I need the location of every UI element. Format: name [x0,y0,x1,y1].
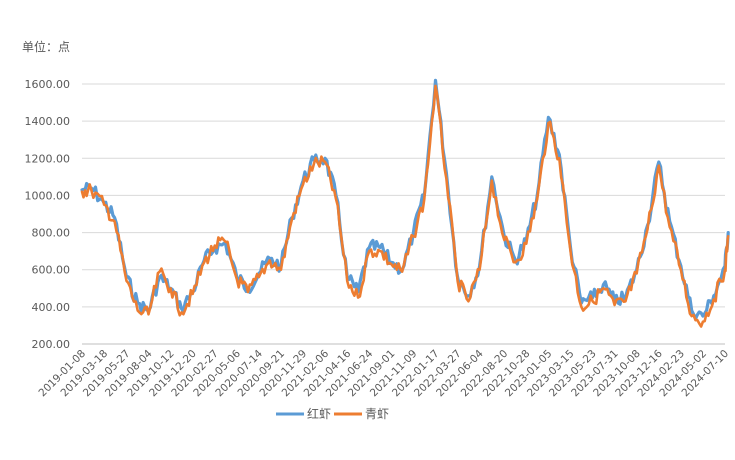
legend-label: 红虾 [307,406,331,421]
y-tick-label: 1400.00 [25,115,71,128]
y-axis-ticks: 200.00 400.00 600.00 800.00 1000.00 1200.00 14… [25,78,71,351]
y-tick-label: 1600.00 [25,78,71,91]
y-tick-label: 200.00 [32,338,71,351]
unit-label: 单位：点 [22,39,70,54]
x-axis-ticks: 2019-01-082019-03-182019-05-272019-08-04… [36,347,731,399]
legend-label: 青虾 [365,407,389,421]
series-lines [80,78,730,328]
y-tick-label: 1200.00 [25,152,71,165]
y-tick-label: 600.00 [32,264,71,277]
y-tick-label: 1000.00 [25,189,71,202]
y-tick-label: 800.00 [32,227,71,240]
series-line [80,84,730,328]
legend-item: 青虾 [334,407,389,421]
legend-item: 红虾 [276,406,331,421]
legend: 红虾 青虾 [276,406,389,421]
y-tick-label: 400.00 [32,301,71,314]
